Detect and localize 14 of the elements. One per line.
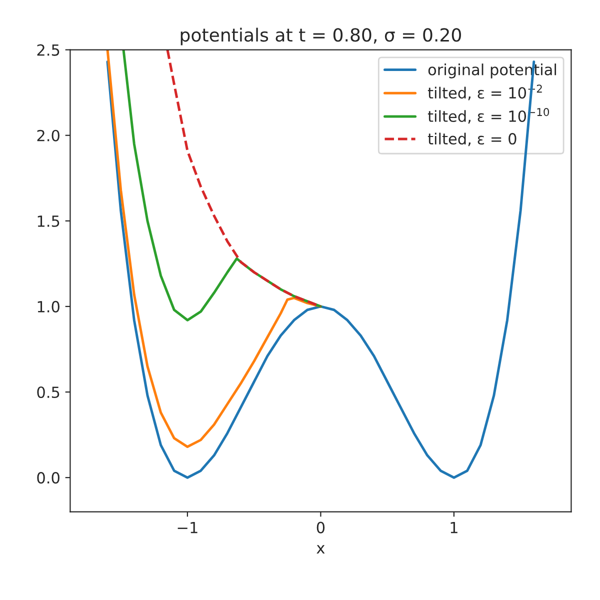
y-tick-label: 2.0 xyxy=(37,130,60,142)
line-series xyxy=(166,50,322,308)
line-series xyxy=(106,50,322,448)
y-tick-label: 2.5 xyxy=(37,44,60,56)
chart-title: potentials at t = 0.80, σ = 0.20 xyxy=(180,28,461,46)
y-tick-label: 1.5 xyxy=(38,216,60,227)
y-tick-label: 0.0 xyxy=(37,472,60,484)
x-axis-title: x xyxy=(316,545,325,554)
legend-label: tilted, ε = 0 xyxy=(428,132,516,146)
x-tick-label: 1 xyxy=(450,522,458,534)
x-tick-label: 0 xyxy=(316,522,325,534)
y-tick-label: 1.0 xyxy=(38,300,60,312)
x-tick-label: −1 xyxy=(178,522,198,534)
y-tick-label: 0.5 xyxy=(37,386,60,398)
